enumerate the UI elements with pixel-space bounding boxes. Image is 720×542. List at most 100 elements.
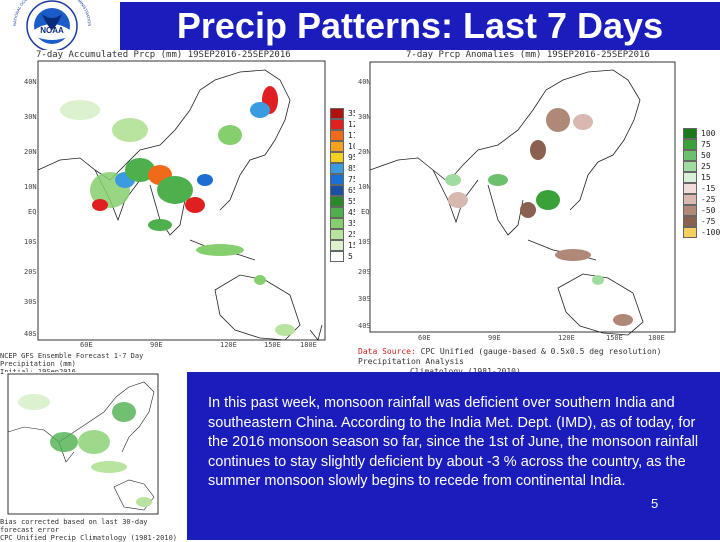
right-lat-label: 10S <box>358 238 371 246</box>
legend-label: 75 <box>701 140 711 149</box>
legend-label: 55 <box>348 197 355 206</box>
forecast-map <box>4 372 180 517</box>
accumulated-precip-map: 7-day Accumulated Prcp (mm) 19SEP2016-25… <box>0 50 355 350</box>
legend-swatch <box>330 196 344 207</box>
legend-label: 15 <box>348 241 355 250</box>
legend-swatch <box>330 174 344 185</box>
right-lon-label: 150E <box>606 334 623 342</box>
left-map-title: 7-day Accumulated Prcp (mm) 19SEP2016-25… <box>36 50 291 60</box>
legend-swatch <box>330 108 344 119</box>
forecast-footer: Bias corrected based on last 30-day fore… <box>0 518 185 542</box>
legend-label: 25 <box>348 230 355 239</box>
legend-swatch <box>330 141 344 152</box>
slide-title: Precip Patterns: Last 7 Days <box>120 2 720 50</box>
left-map-legend: 35 125 115 105 95 85 75 65 55 45 35 25 15 5 <box>330 108 355 268</box>
legend-swatch <box>330 119 344 130</box>
legend-swatch <box>683 161 697 172</box>
left-lon-label: 60E <box>80 341 93 349</box>
forecast-footer-line2: CPC Unified Precip Climatology (1981-201… <box>0 534 178 542</box>
legend-swatch <box>330 163 344 174</box>
legend-label: 15 <box>701 173 711 182</box>
left-lon-label: 150E <box>264 341 281 349</box>
forecast-footer-line1: Bias corrected based on last 30-day fore… <box>0 518 148 534</box>
legend-swatch <box>330 207 344 218</box>
right-map-legend: 100 75 50 25 15 -15 -25 -50 -75 -100 <box>683 128 720 258</box>
left-lat-label: 20N <box>24 148 37 156</box>
right-lon-label: 180E <box>648 334 665 342</box>
legend-swatch <box>683 227 697 238</box>
legend-swatch <box>683 194 697 205</box>
data-source-label: Data Source: <box>358 347 416 356</box>
legend-swatch <box>683 128 697 139</box>
legend-swatch <box>330 185 344 196</box>
left-lat-label: 20S <box>24 268 37 276</box>
forecast-caption-line1: NCEP GFS Ensemble Forecast 1-7 Day Preci… <box>0 352 144 368</box>
slide-header: NOAA NATIONAL OCEANIC AND ATMOSPHERIC AD… <box>0 0 720 52</box>
right-lat-label: 40S <box>358 322 371 330</box>
legend-label: 35 <box>348 219 355 228</box>
legend-swatch <box>683 205 697 216</box>
legend-label: 5 <box>348 252 353 261</box>
data-source-note: Data Source: CPC Unified (gauge-based & … <box>358 347 720 377</box>
legend-label: 115 <box>348 131 355 140</box>
legend-swatch <box>683 150 697 161</box>
right-lat-label: 30N <box>358 113 371 121</box>
legend-label: 100 <box>701 129 716 138</box>
left-lon-label: 120E <box>220 341 237 349</box>
left-lon-label: 180E <box>300 341 317 349</box>
left-lat-label: 40N <box>24 78 37 86</box>
right-lat-label: 30S <box>358 295 371 303</box>
legend-label: -50 <box>701 206 716 215</box>
legend-swatch <box>330 251 344 262</box>
legend-label: 50 <box>701 151 711 160</box>
right-lat-label: 40N <box>358 78 371 86</box>
legend-swatch <box>683 139 697 150</box>
legend-label: 65 <box>348 186 355 195</box>
legend-label: 75 <box>348 175 355 184</box>
left-lon-label: 90E <box>150 341 163 349</box>
right-lon-label: 60E <box>418 334 431 342</box>
legend-swatch <box>330 130 344 141</box>
noaa-logo: NOAA NATIONAL OCEANIC AND ATMOSPHERIC AD… <box>12 0 92 52</box>
legend-swatch <box>330 240 344 251</box>
legend-label: 35 <box>348 109 355 118</box>
legend-swatch <box>330 152 344 163</box>
right-lat-label: 20S <box>358 268 371 276</box>
legend-label: 105 <box>348 142 355 151</box>
right-lat-label: 10N <box>358 183 371 191</box>
left-lat-label: 30N <box>24 113 37 121</box>
right-lon-label: 120E <box>558 334 575 342</box>
left-lat-label: EQ <box>28 208 37 216</box>
left-map-canvas <box>37 60 326 341</box>
page-number: 5 <box>651 496 659 511</box>
legend-label: 25 <box>701 162 711 171</box>
legend-swatch <box>683 183 697 194</box>
right-lat-label: EQ <box>361 208 370 216</box>
legend-label: -75 <box>701 217 716 226</box>
right-lon-label: 90E <box>488 334 501 342</box>
legend-swatch <box>683 216 697 227</box>
legend-label: -25 <box>701 195 716 204</box>
left-lat-label: 40S <box>24 330 37 338</box>
right-map-title: 7-day Prcp Anomalies (mm) 19SEP2016-25SE… <box>406 50 650 60</box>
legend-label: -100 <box>701 228 720 237</box>
logo-text: NOAA <box>40 26 64 35</box>
left-lat-label: 30S <box>24 298 37 306</box>
right-map-canvas <box>369 61 676 336</box>
data-source-climatology: Climatology (1981-2010) <box>358 367 720 377</box>
legend-label: 85 <box>348 164 355 173</box>
legend-label: 45 <box>348 208 355 217</box>
precip-anomaly-map: 7-day Prcp Anomalies (mm) 19SEP2016-25SE… <box>358 50 720 347</box>
legend-swatch <box>330 218 344 229</box>
legend-swatch <box>683 172 697 183</box>
legend-label: 95 <box>348 153 355 162</box>
summary-text: In this past week, monsoon rainfall was … <box>208 395 699 489</box>
legend-label: -15 <box>701 184 716 193</box>
left-lat-label: 10N <box>24 183 37 191</box>
data-source-text: CPC Unified (gauge-based & 0.5x0.5 deg r… <box>358 347 662 366</box>
forecast-map-canvas <box>7 373 159 515</box>
legend-label: 125 <box>348 120 355 129</box>
right-lat-label: 20N <box>358 148 371 156</box>
legend-swatch <box>330 229 344 240</box>
left-lat-label: 10S <box>24 238 37 246</box>
